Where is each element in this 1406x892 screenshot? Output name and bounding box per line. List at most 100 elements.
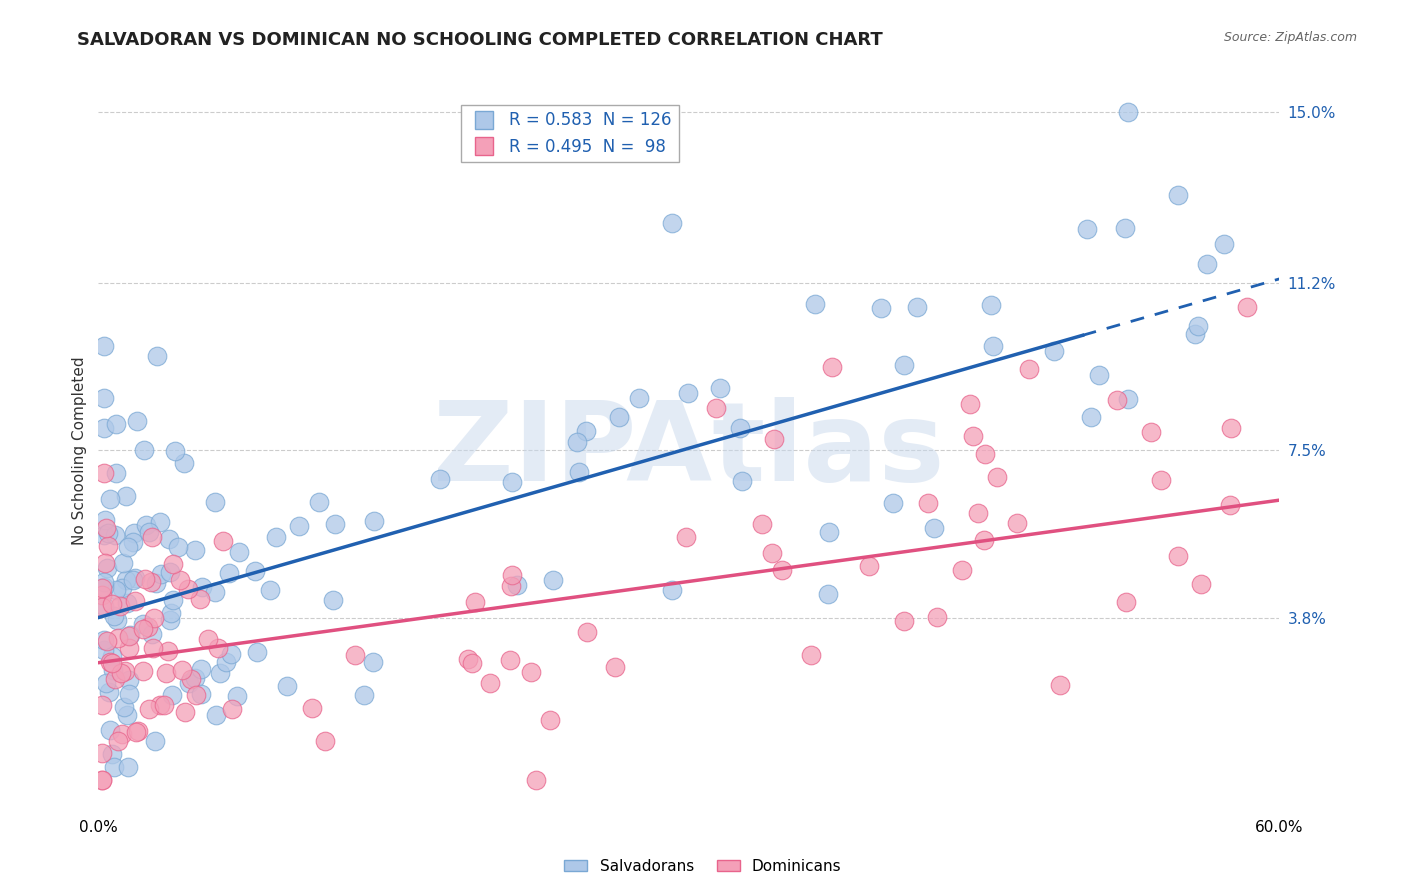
Point: [114, 573, 136, 587]
Point: [141, 627, 163, 641]
Point: [208, 666, 231, 681]
Point: [731, 474, 754, 488]
Point: [1018, 362, 1040, 376]
Point: [1080, 409, 1102, 424]
Point: [91, 698, 114, 712]
Point: [314, 734, 336, 748]
Point: [157, 644, 180, 658]
Point: [100, 491, 122, 506]
Point: [162, 558, 184, 572]
Point: [1167, 549, 1189, 564]
Point: [575, 424, 598, 438]
Point: [160, 688, 183, 702]
Point: [93, 421, 115, 435]
Point: [167, 540, 190, 554]
Point: [966, 506, 988, 520]
Point: [112, 557, 135, 571]
Point: [118, 629, 141, 643]
Point: [212, 533, 235, 548]
Point: [1088, 368, 1111, 382]
Point: [91, 773, 114, 788]
Point: [120, 628, 142, 642]
Point: [162, 592, 184, 607]
Point: [134, 572, 156, 586]
Point: [184, 671, 207, 685]
Point: [91, 746, 114, 760]
Point: [728, 421, 751, 435]
Point: [207, 641, 229, 656]
Point: [501, 475, 523, 489]
Point: [179, 676, 201, 690]
Point: [172, 664, 194, 678]
Point: [1213, 236, 1236, 251]
Point: [1150, 473, 1173, 487]
Point: [706, 401, 728, 416]
Point: [1007, 516, 1029, 530]
Point: [104, 582, 127, 597]
Point: [925, 610, 948, 624]
Point: [499, 579, 522, 593]
Point: [152, 698, 174, 712]
Point: [139, 575, 162, 590]
Point: [308, 495, 330, 509]
Point: [1116, 392, 1139, 406]
Point: [117, 759, 139, 773]
Point: [981, 339, 1004, 353]
Point: [1220, 421, 1243, 435]
Point: [893, 359, 915, 373]
Point: [627, 391, 650, 405]
Point: [568, 465, 591, 479]
Point: [176, 582, 198, 596]
Point: [322, 593, 344, 607]
Point: [93, 599, 115, 613]
Point: [541, 574, 564, 588]
Point: [131, 622, 153, 636]
Point: [973, 533, 995, 547]
Point: [155, 666, 177, 681]
Point: [661, 582, 683, 597]
Point: [221, 647, 243, 661]
Point: [93, 643, 115, 657]
Point: [221, 702, 243, 716]
Point: [157, 532, 180, 546]
Point: [603, 660, 626, 674]
Point: [501, 568, 523, 582]
Point: [115, 707, 138, 722]
Legend: R = 0.583  N = 126, R = 0.495  N =  98: R = 0.583 N = 126, R = 0.495 N = 98: [461, 104, 679, 162]
Point: [343, 648, 366, 663]
Point: [159, 613, 181, 627]
Point: [131, 664, 153, 678]
Point: [159, 565, 181, 579]
Point: [353, 689, 375, 703]
Point: [111, 727, 134, 741]
Point: [917, 496, 939, 510]
Point: [800, 648, 823, 662]
Point: [246, 645, 269, 659]
Point: [180, 672, 202, 686]
Point: [97, 525, 120, 540]
Point: [197, 632, 219, 646]
Point: [762, 432, 785, 446]
Point: [122, 535, 145, 549]
Point: [112, 700, 135, 714]
Point: [205, 708, 228, 723]
Point: [132, 443, 155, 458]
Point: [107, 631, 129, 645]
Point: [93, 391, 115, 405]
Point: [184, 688, 207, 702]
Point: [1236, 300, 1258, 314]
Point: [149, 566, 172, 581]
Point: [159, 606, 181, 620]
Point: [94, 676, 117, 690]
Point: [103, 759, 125, 773]
Point: [363, 655, 385, 669]
Point: [288, 518, 311, 533]
Point: [96, 561, 118, 575]
Point: [110, 665, 132, 680]
Point: [114, 489, 136, 503]
Point: [461, 657, 484, 671]
Point: [104, 672, 127, 686]
Point: [1105, 393, 1128, 408]
Point: [429, 472, 451, 486]
Point: [124, 525, 146, 540]
